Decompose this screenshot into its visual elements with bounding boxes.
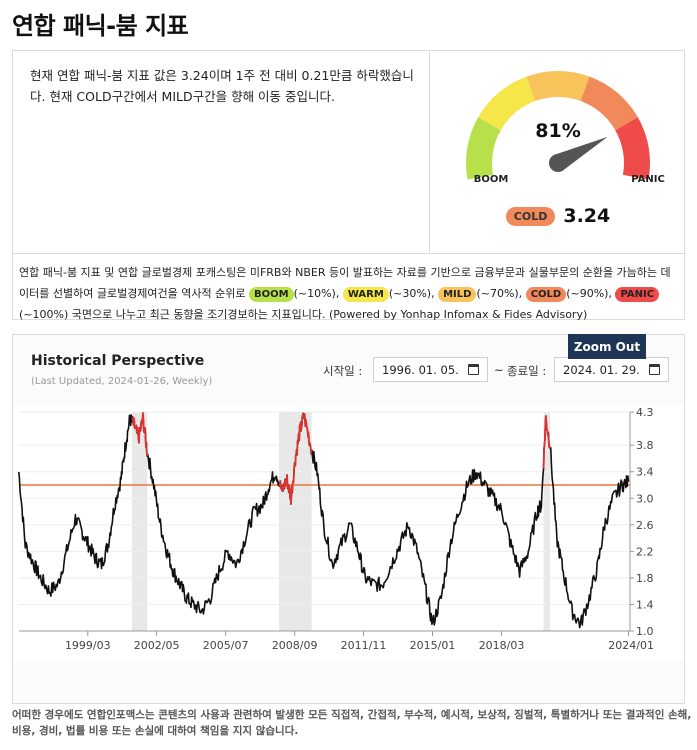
recession-band bbox=[278, 412, 312, 631]
end-date-label: 종료일 : bbox=[507, 364, 547, 378]
start-date-input[interactable]: 1996. 01. 05. bbox=[373, 357, 488, 382]
x-tick-label: 2002/05 bbox=[134, 639, 180, 652]
warm-range: (~30%), bbox=[388, 287, 435, 300]
current-level-badge: COLD bbox=[505, 206, 556, 226]
gauge-segment bbox=[526, 71, 590, 102]
x-tick-label: 2005/07 bbox=[203, 639, 249, 652]
description-text-1: 연합 패닉-붐 지표 및 연합 글로벌경제 포캐스팅은 미FRB와 NBER 등… bbox=[19, 266, 671, 300]
index-description: 연합 패닉-붐 지표 및 연합 글로벌경제 포캐스팅은 미FRB와 NBER 등… bbox=[13, 254, 686, 321]
cold-range: (~90%), bbox=[566, 287, 612, 300]
y-tick-label: 3.4 bbox=[636, 466, 654, 479]
summary-panel: 현재 연합 패닉-붐 지표 값은 3.24이며 1주 전 대비 0.21만큼 하… bbox=[12, 50, 686, 321]
gauge-chart: 81% BOOM PANIC bbox=[466, 71, 665, 185]
historical-title: Historical Perspective bbox=[31, 353, 205, 369]
y-tick-label: 1.8 bbox=[636, 572, 654, 585]
gauge-segment bbox=[615, 117, 650, 180]
calendar-icon[interactable] bbox=[468, 364, 479, 375]
x-tick-label: 2015/01 bbox=[410, 639, 456, 652]
gauge-segment bbox=[478, 76, 536, 131]
panic-segment bbox=[542, 416, 551, 469]
start-date-value: 1996. 01. 05. bbox=[382, 362, 459, 377]
gauge-boom-label: BOOM bbox=[474, 174, 509, 185]
y-tick-label: 3.0 bbox=[636, 492, 654, 505]
y-tick-label: 1.0 bbox=[636, 625, 654, 638]
warm-chip: WARM bbox=[342, 287, 389, 302]
boom-chip: BOOM bbox=[249, 287, 294, 302]
last-updated-text: (Last Updated, 2024-01-26, Weekly) bbox=[31, 376, 213, 387]
recession-band bbox=[132, 412, 148, 631]
x-tick-label: 1999/03 bbox=[65, 639, 111, 652]
x-tick-label: 2018/03 bbox=[479, 639, 525, 652]
start-date-label: 시작일 : bbox=[323, 364, 363, 378]
x-tick-label: 2008/09 bbox=[272, 639, 318, 652]
recession-band bbox=[543, 412, 551, 631]
y-tick-label: 1.4 bbox=[636, 598, 654, 611]
panic-chip: PANIC bbox=[615, 287, 660, 302]
panic-segment bbox=[278, 413, 313, 505]
gauge-panel: 81% BOOM PANIC COLD 3.24 bbox=[430, 51, 686, 254]
gauge-needle-hub bbox=[549, 154, 567, 172]
y-tick-label: 4.3 bbox=[636, 406, 654, 419]
y-tick-label: 2.2 bbox=[636, 545, 654, 558]
gauge-percent: 81% bbox=[535, 120, 580, 142]
page-title: 연합 패닉-붐 지표 bbox=[12, 12, 189, 40]
end-date-input[interactable]: 2024. 01. 29. bbox=[554, 357, 669, 382]
y-tick-label: 3.8 bbox=[636, 439, 654, 452]
boom-range: (~10%), bbox=[293, 287, 340, 300]
calendar-icon[interactable] bbox=[649, 364, 660, 375]
summary-text: 현재 연합 패닉-붐 지표 값은 3.24이며 1주 전 대비 0.21만큼 하… bbox=[13, 51, 430, 254]
range-tilde: ~ bbox=[494, 363, 504, 377]
gauge-needle bbox=[553, 136, 608, 171]
current-level-row: COLD 3.24 bbox=[430, 202, 686, 230]
panic-segment bbox=[131, 413, 149, 457]
gauge-segment bbox=[580, 76, 638, 131]
chart-area[interactable]: 4.3 3.8 3.4 3.0 2.6 2.2 1.8 1.4 1.0 1999/03 2002/0… bbox=[13, 405, 684, 661]
x-tick-label: 2011/11 bbox=[341, 639, 387, 652]
mild-range: (~70%), bbox=[476, 287, 523, 300]
cold-chip: COLD bbox=[525, 287, 567, 302]
gauge-panic-label: PANIC bbox=[631, 174, 665, 185]
mild-chip: MILD bbox=[438, 287, 477, 302]
historical-line-chart[interactable]: 4.3 3.8 3.4 3.0 2.6 2.2 1.8 1.4 1.0 1999/03 2002/0… bbox=[13, 405, 684, 661]
current-index-value: 3.24 bbox=[563, 205, 611, 227]
description-text-2: (~100%) 국면으로 나누고 최근 동향을 조기경보하는 지표입니다. (P… bbox=[19, 308, 588, 321]
gauge-segment bbox=[466, 117, 501, 180]
x-tick-label: 2024/01 bbox=[608, 639, 654, 652]
y-tick-label: 2.6 bbox=[636, 519, 654, 532]
zoom-out-button[interactable]: Zoom Out bbox=[568, 334, 646, 359]
historical-panel: Historical Perspective (Last Updated, 20… bbox=[12, 334, 685, 704]
disclaimer: 어떠한 경우에도 연합인포맥스는 콘텐츠의 사용과 관련하여 발생한 모든 직접… bbox=[12, 709, 692, 737]
end-date-value: 2024. 01. 29. bbox=[563, 362, 640, 377]
